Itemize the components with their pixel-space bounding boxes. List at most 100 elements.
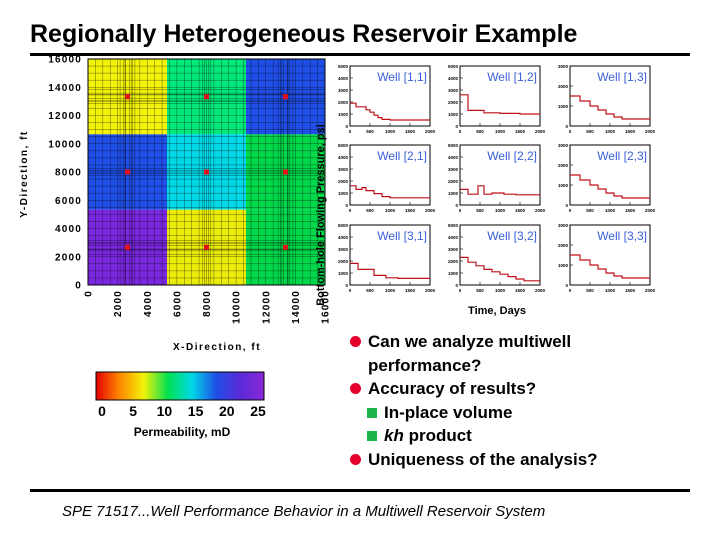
panel-x-tick-label: 2000 xyxy=(535,129,546,134)
pressure-panel: 0 1000 2000 3000 0 500 1000 1500 2000 Well [2,3] xyxy=(558,143,656,213)
panel-x-tick-label: 2000 xyxy=(645,288,656,293)
panel-y-tick-label: 2000 xyxy=(448,100,459,105)
panel-y-tick-label: 4000 xyxy=(338,235,349,240)
panel-x-tick-label: 1000 xyxy=(605,208,616,213)
map-x-tick-label: 10000 xyxy=(232,290,243,324)
map-y-tick-label: 4000 xyxy=(55,224,82,235)
permeability-map: 0 2000 4000 6000 8000 10000 12000 14000 16000 0 2… xyxy=(19,55,332,354)
panel-y-tick-label: 1000 xyxy=(448,191,459,196)
well-label: Well [2,2] xyxy=(487,149,537,163)
panel-x-tick-label: 2000 xyxy=(425,288,436,293)
panel-y-tick-label: 3000 xyxy=(448,247,459,252)
footer-divider xyxy=(30,489,690,492)
sub-bullet-kh: kh product xyxy=(350,424,710,448)
panel-y-tick-label: 2000 xyxy=(338,259,349,264)
colorbar-tick-label: 20 xyxy=(219,403,235,419)
panel-x-tick-label: 500 xyxy=(366,288,374,293)
well-label: Well [1,3] xyxy=(597,70,647,84)
panel-y-tick-label: 2000 xyxy=(448,259,459,264)
question-list: Can we analyze multiwell performance? Ac… xyxy=(350,330,710,471)
panel-y-tick-label: 1000 xyxy=(448,112,459,117)
pressure-curve xyxy=(350,102,430,121)
panel-x-tick-label: 2000 xyxy=(645,129,656,134)
colorbar-label: Permeability, mD xyxy=(134,425,231,439)
panel-y-tick-label: 4000 xyxy=(338,155,349,160)
bullet-dot xyxy=(350,336,361,347)
pressure-curve xyxy=(350,185,430,199)
well-marker xyxy=(125,169,131,175)
sub-bullet-square xyxy=(367,407,377,418)
panel-x-tick-label: 1000 xyxy=(495,129,506,134)
panel-y-tick-label: 3000 xyxy=(558,143,569,148)
panel-y-tick-label: 1000 xyxy=(558,104,569,109)
panel-x-tick-label: 1000 xyxy=(605,129,616,134)
panel-y-tick-label: 4000 xyxy=(448,235,459,240)
panel-x-tick-label: 500 xyxy=(366,129,374,134)
panel-x-tick-label: 1000 xyxy=(495,208,506,213)
panel-x-tick-label: 500 xyxy=(586,208,594,213)
panel-y-tick-label: 5000 xyxy=(338,143,349,148)
map-y-tick-label: 14000 xyxy=(48,83,82,94)
panel-x-tick-label: 0 xyxy=(569,288,572,293)
map-x-axis-label: X-Direction, ft xyxy=(173,342,261,353)
panel-y-tick-label: 2000 xyxy=(448,179,459,184)
panel-y-tick-label: 1000 xyxy=(338,271,349,276)
panel-x-tick-label: 2000 xyxy=(535,288,546,293)
panel-y-tick-label: 0 xyxy=(455,203,458,208)
well-marker xyxy=(282,169,288,175)
title-divider xyxy=(30,53,690,56)
map-y-axis-label: Y-Direction, ft xyxy=(19,130,30,218)
map-x-tick-label: 2000 xyxy=(113,290,124,317)
well-label: Well [2,1] xyxy=(377,149,427,163)
map-x-tick-label: 16000 xyxy=(321,290,332,324)
panel-y-tick-label: 4000 xyxy=(338,76,349,81)
colorbar-tick-label: 15 xyxy=(188,403,204,419)
panel-x-tick-label: 500 xyxy=(366,208,374,213)
panel-x-tick-label: 0 xyxy=(349,129,352,134)
panel-y-tick-label: 0 xyxy=(565,203,568,208)
panel-y-tick-label: 0 xyxy=(345,283,348,288)
permeability-colorbar: 0 5 10 15 20 25 Permeability, mD xyxy=(95,371,266,439)
panel-y-tick-label: 3000 xyxy=(338,247,349,252)
well-marker xyxy=(204,94,209,100)
panel-x-tick-label: 0 xyxy=(349,208,352,213)
well-marker xyxy=(204,169,209,175)
colorbar-tick-label: 5 xyxy=(129,403,137,419)
panel-x-tick-label: 0 xyxy=(459,208,462,213)
pressure-panel: 0 1000 2000 3000 4000 5000 0 500 1000 1500 2000 Wel… xyxy=(448,64,546,134)
panel-x-tick-label: 1500 xyxy=(515,208,526,213)
panel-x-tick-label: 2000 xyxy=(535,208,546,213)
sub-bullet-square xyxy=(367,431,377,441)
panel-y-tick-label: 1000 xyxy=(558,183,569,188)
panel-frame xyxy=(349,65,431,127)
panel-frame xyxy=(459,224,541,286)
map-y-tick-label: 12000 xyxy=(48,111,82,122)
bullet-accuracy: Accuracy of results? xyxy=(350,377,710,401)
map-y-tick-label: 8000 xyxy=(55,168,82,179)
panel-y-tick-label: 5000 xyxy=(448,143,459,148)
panel-x-tick-label: 500 xyxy=(476,129,484,134)
pressure-panel: 0 1000 2000 3000 4000 5000 0 500 1000 1500 2000 Wel… xyxy=(448,143,546,213)
panel-x-tick-label: 1500 xyxy=(405,288,416,293)
panel-x-tick-label: 500 xyxy=(476,288,484,293)
pressure-curve xyxy=(570,95,650,120)
panel-frame xyxy=(349,144,431,206)
panel-x-tick-label: 0 xyxy=(569,208,572,213)
panel-y-tick-label: 0 xyxy=(565,124,568,129)
panel-y-tick-label: 3000 xyxy=(338,167,349,172)
panel-x-tick-label: 1500 xyxy=(515,129,526,134)
pressure-panel: 0 1000 2000 3000 4000 5000 0 500 1000 1500 2000 Wel… xyxy=(338,64,436,134)
colorbar-gradient xyxy=(95,371,265,401)
panel-x-tick-label: 1500 xyxy=(625,129,636,134)
well-label: Well [1,1] xyxy=(377,70,427,84)
panel-x-tick-label: 0 xyxy=(459,129,462,134)
panel-y-tick-label: 1000 xyxy=(448,271,459,276)
panel-y-tick-label: 2000 xyxy=(338,100,349,105)
pressure-curve xyxy=(570,174,650,199)
panel-x-tick-label: 500 xyxy=(476,208,484,213)
panel-y-tick-label: 4000 xyxy=(448,76,459,81)
well-marker xyxy=(125,244,131,250)
panel-x-tick-label: 1000 xyxy=(605,288,616,293)
panel-x-tick-label: 1500 xyxy=(515,288,526,293)
